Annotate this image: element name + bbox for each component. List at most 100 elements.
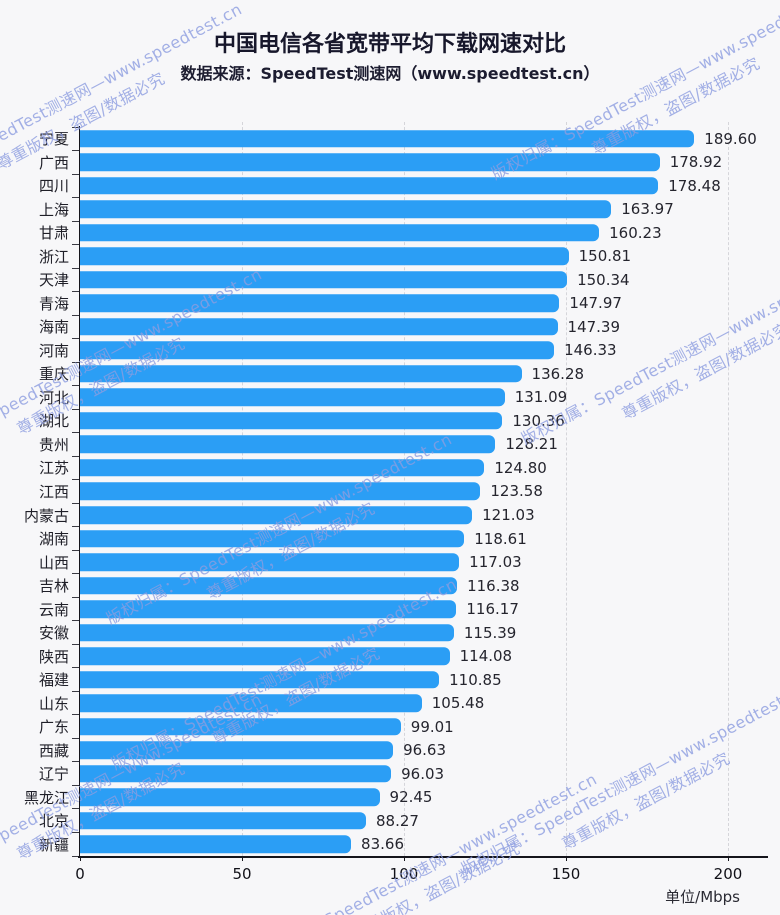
- category-label: 广西: [38, 153, 69, 172]
- category-label: 内蒙古: [23, 506, 69, 525]
- x-tick-label: 0: [75, 865, 85, 883]
- category-label: 云南: [38, 600, 69, 619]
- bar: [80, 388, 505, 407]
- bar-row: 内蒙古 121.03: [24, 503, 728, 527]
- category-label: 青海: [38, 294, 69, 313]
- y-axis-tick: [71, 667, 79, 669]
- bar: [80, 788, 380, 806]
- bar: [80, 482, 481, 501]
- bar-row: 广东 99.01: [39, 715, 728, 739]
- value-label: 115.39: [463, 623, 517, 642]
- bar-row: 北京 88.27: [39, 809, 728, 833]
- bar: [80, 224, 600, 242]
- bar-row: 宁夏 189.60: [39, 127, 757, 151]
- plot-area: 宁夏 189.60 广西 178.92 四川 178.48 上海 163.97 甘肃 160.23…: [24, 122, 768, 883]
- category-label: 江西: [38, 482, 69, 501]
- y-axis-tick: [71, 314, 79, 316]
- bar: [80, 553, 460, 571]
- bar-row: 江西 123.58: [39, 480, 728, 504]
- y-axis-tick: [71, 831, 79, 833]
- bar-row: 湖南 118.61: [39, 527, 728, 551]
- bar-row: 重庆 136.28: [39, 362, 728, 386]
- bar-row: 四川 178.48: [39, 174, 728, 198]
- y-axis-tick: [71, 385, 79, 387]
- y-axis-tick: [71, 643, 79, 645]
- category-label: 海南: [38, 318, 69, 337]
- category-label: 四川: [38, 177, 69, 196]
- y-axis-tick: [71, 291, 79, 293]
- value-label: 130.36: [512, 411, 565, 430]
- y-axis-tick: [71, 737, 79, 739]
- category-label: 新疆: [38, 835, 69, 854]
- bar-row: 青海 147.97: [39, 292, 728, 316]
- category-label: 甘肃: [38, 224, 69, 243]
- bar: [80, 153, 660, 172]
- bar: [80, 200, 612, 219]
- value-label: 147.97: [569, 294, 622, 313]
- y-axis-tick: [71, 150, 79, 152]
- bar-row: 甘肃 160.23: [39, 221, 728, 245]
- bar: [80, 600, 457, 618]
- value-label: 136.28: [531, 364, 585, 383]
- value-label: 123.58: [490, 482, 543, 501]
- y-axis-tick: [71, 620, 79, 622]
- category-label: 江苏: [38, 459, 69, 478]
- gridline: [728, 122, 729, 856]
- category-label: 河南: [38, 341, 69, 360]
- value-label: 114.08: [459, 647, 513, 666]
- bar: [80, 670, 440, 689]
- bar: [80, 365, 522, 383]
- value-label: 116.17: [466, 600, 519, 619]
- y-axis-tick: [71, 126, 79, 128]
- bar-row: 湖北 130.36: [39, 409, 728, 433]
- category-label: 浙江: [38, 247, 69, 266]
- value-label: 128.21: [505, 435, 558, 454]
- bar: [80, 412, 503, 430]
- y-axis-tick: [71, 573, 79, 575]
- x-tick-label: 150: [551, 865, 581, 883]
- category-label: 山西: [38, 553, 69, 572]
- bar: [80, 247, 569, 266]
- value-label: 124.80: [494, 458, 547, 477]
- y-axis-tick: [71, 596, 79, 598]
- bar-row: 西藏 96.63: [39, 738, 728, 762]
- category-label: 安徽: [38, 624, 69, 643]
- value-label: 96.03: [401, 764, 445, 783]
- bar: [80, 623, 454, 642]
- value-label: 96.63: [403, 741, 447, 760]
- bar: [80, 741, 394, 759]
- chart-subtitle: 数据来源：SpeedTest测速网（www.speedtest.cn）: [180, 64, 600, 83]
- bar: [80, 341, 555, 360]
- value-label: 110.85: [449, 670, 502, 689]
- value-label: 160.23: [609, 223, 662, 242]
- category-label: 黑龙江: [23, 788, 69, 807]
- rows: 宁夏 189.60 广西 178.92 四川 178.48 上海 163.97 甘肃 160.23…: [24, 127, 757, 856]
- category-label: 北京: [38, 812, 69, 831]
- value-label: 116.38: [467, 576, 520, 595]
- bar-row: 天津 150.34: [39, 268, 728, 292]
- axis-unit-label: 单位/Mbps: [665, 888, 740, 906]
- bar-row: 福建 110.85: [39, 668, 728, 692]
- bar-row: 江苏 124.80: [39, 456, 728, 480]
- x-axis-tick: [566, 856, 567, 861]
- category-label: 辽宁: [38, 765, 69, 784]
- value-label: 146.33: [564, 341, 617, 360]
- value-label: 150.34: [577, 270, 630, 289]
- bar-row: 山东 105.48: [39, 691, 728, 715]
- bar-row: 陕西 114.08: [39, 644, 728, 668]
- y-axis-tick: [71, 338, 79, 340]
- category-label: 湖南: [38, 530, 69, 549]
- category-label: 福建: [38, 671, 69, 690]
- x-tick-label: 100: [389, 865, 419, 883]
- y-axis-tick: [71, 173, 79, 175]
- bar-row: 云南 116.17: [39, 597, 728, 621]
- y-axis-tick: [71, 408, 79, 410]
- bar-row: 浙江 150.81: [39, 245, 728, 269]
- x-axis-tick: [242, 856, 243, 861]
- bar: [80, 435, 496, 454]
- category-label: 陕西: [38, 647, 69, 666]
- bar: [80, 576, 458, 595]
- category-label: 河北: [38, 388, 69, 407]
- bar-row: 安徽 115.39: [39, 621, 728, 645]
- value-label: 150.81: [578, 247, 632, 266]
